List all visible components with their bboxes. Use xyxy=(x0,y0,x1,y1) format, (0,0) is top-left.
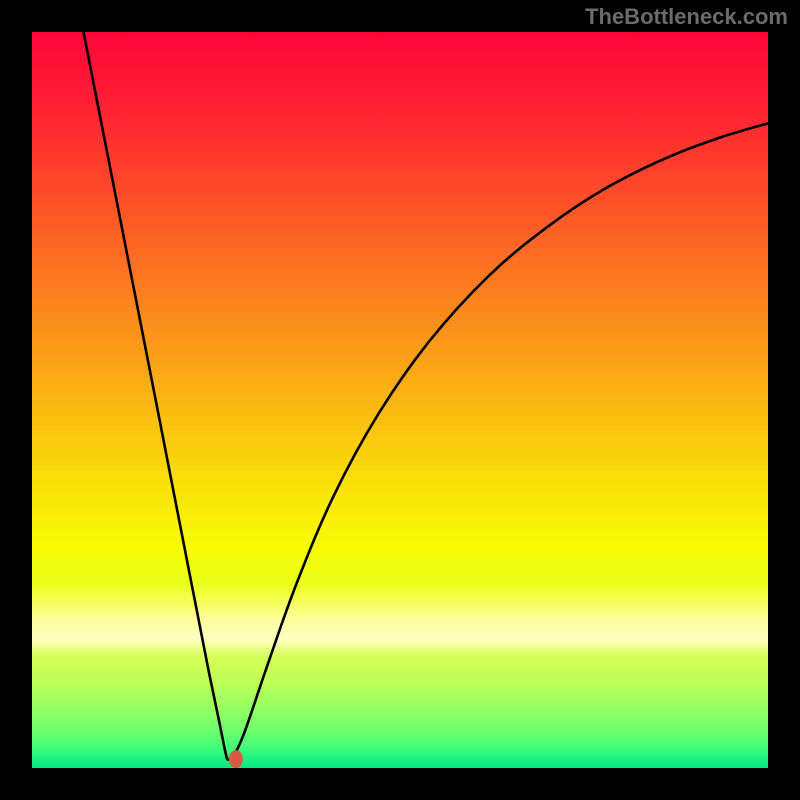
gradient-background xyxy=(32,32,768,768)
chart-container: TheBottleneck.com xyxy=(0,0,800,800)
watermark-text: TheBottleneck.com xyxy=(585,4,788,30)
plot-svg xyxy=(32,32,768,768)
optimal-point-marker xyxy=(229,750,243,768)
